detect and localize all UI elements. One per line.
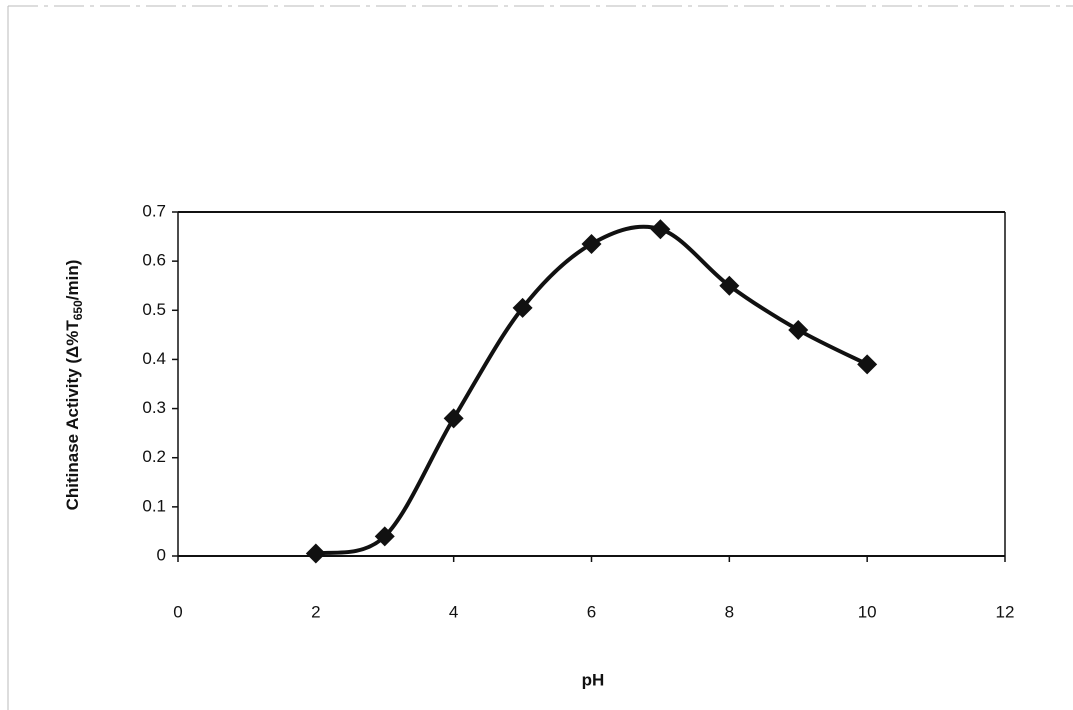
y-tick-label: 0.5	[142, 300, 166, 319]
y-tick-label: 0.3	[142, 398, 166, 417]
x-tick-label: 8	[725, 602, 734, 621]
data-point	[305, 543, 326, 564]
x-tick-label: 4	[449, 602, 458, 621]
y-tick-label: 0.4	[142, 349, 166, 368]
x-tick-label: 10	[858, 602, 877, 621]
y-axis-label: Chitinase Activity (Δ%T650/min)	[63, 260, 85, 511]
y-label-text: /min)	[63, 260, 82, 301]
y-tick-label: 0	[157, 545, 166, 564]
data-line	[315, 224, 869, 556]
y-label-text: Chitinase Activity (Δ%T	[63, 320, 82, 511]
data-point	[719, 275, 740, 296]
data-point	[857, 354, 878, 375]
y-tick-label: 0.7	[142, 201, 166, 220]
x-axis-label: pH	[582, 670, 605, 689]
data-point	[650, 219, 671, 240]
data-point	[374, 526, 395, 547]
data-point	[512, 297, 533, 318]
data-point	[581, 233, 602, 254]
y-tick-label: 0.2	[142, 447, 166, 466]
x-tick-label: 6	[587, 602, 596, 621]
x-tick-label: 2	[311, 602, 320, 621]
x-tick-label: 12	[996, 602, 1015, 621]
data-point	[788, 319, 809, 340]
y-label-subscript: 650	[71, 300, 85, 320]
y-tick-label: 0.6	[142, 251, 166, 270]
data-point	[443, 408, 464, 429]
x-tick-label: 0	[173, 602, 182, 621]
y-tick-label: 0.1	[142, 496, 166, 515]
